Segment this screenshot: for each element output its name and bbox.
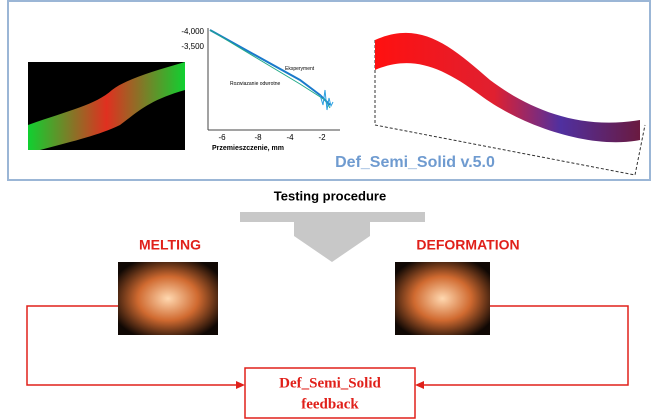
y-tick-label: -3,500 — [181, 42, 204, 51]
melting-photo — [118, 262, 218, 335]
x-tick-label: -8 — [254, 133, 262, 142]
software-name: Def_Semi_Solid v.5.0 — [335, 154, 495, 171]
deformation-photo — [395, 262, 490, 335]
feedback-text: feedback — [301, 396, 359, 412]
x-tick-label: -2 — [318, 133, 326, 142]
diagram: -4,000 -3,500 -6 -8 -4 -2 Przemieszczeni… — [0, 0, 657, 420]
step-label: MELTING — [139, 237, 201, 253]
legend-entry: Eksperyment — [285, 66, 315, 72]
arrow-head — [236, 381, 245, 389]
y-tick-label: -4,000 — [181, 27, 204, 36]
x-tick-label: -4 — [286, 133, 294, 142]
x-axis-label: Przemieszczenie, mm — [212, 145, 284, 152]
legend-entry: Rozwiazanie odwrotne — [230, 81, 281, 87]
x-tick-label: -6 — [218, 133, 226, 142]
feedback-text: Def_Semi_Solid — [279, 375, 381, 391]
step-label: DEFORMATION — [416, 237, 519, 253]
process-arrow — [240, 212, 425, 262]
arrow-head — [415, 381, 424, 389]
caption: Testing procedure — [274, 188, 386, 203]
